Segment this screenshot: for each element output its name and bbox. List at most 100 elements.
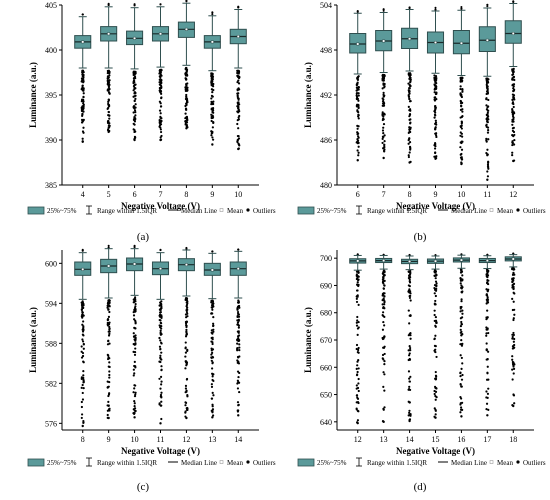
outlier-point	[460, 339, 463, 342]
outlier-point	[185, 127, 188, 130]
outlier-point	[382, 420, 385, 424]
outlier-point	[80, 356, 84, 359]
outlier-point	[106, 120, 110, 123]
y-tick-label: 660	[320, 363, 332, 372]
mean-marker	[511, 32, 515, 35]
outlier-point	[82, 89, 85, 92]
outlier-point	[133, 296, 137, 299]
outlier-point	[82, 370, 85, 373]
outlier-point	[355, 295, 359, 298]
outlier-point	[134, 117, 137, 120]
outlier-point	[185, 328, 188, 331]
outlier-point	[409, 294, 412, 297]
outlier-point	[106, 107, 109, 111]
legend-outliers-label: Outliers	[253, 207, 276, 215]
outlier-point	[434, 106, 437, 109]
box-group	[229, 5, 247, 151]
outlier-point	[237, 404, 240, 407]
outlier-point	[357, 377, 360, 381]
outlier-point	[486, 148, 489, 151]
box-group	[100, 2, 118, 134]
legend-outlier-icon	[516, 460, 520, 464]
outlier-point	[355, 384, 358, 387]
outlier-point	[107, 246, 110, 249]
outlier-point	[82, 387, 85, 390]
outlier-point	[383, 315, 386, 319]
y-axis-title: Luminance (a.u.)	[303, 307, 313, 373]
outlier-point	[434, 157, 437, 160]
outlier-point	[383, 295, 386, 298]
outlier-point	[382, 156, 385, 160]
outlier-point	[211, 308, 214, 311]
outlier-point	[460, 334, 463, 337]
outlier-point	[211, 11, 214, 14]
outlier-point	[211, 299, 214, 302]
outlier-point	[486, 371, 489, 374]
outlier-point	[459, 87, 462, 91]
outlier-point	[381, 353, 385, 357]
outlier-point	[212, 316, 215, 319]
outlier-point	[485, 402, 489, 405]
x-tick-label: 13	[380, 435, 388, 444]
iqr-box	[504, 20, 522, 44]
outlier-point	[486, 5, 489, 8]
outlier-point	[408, 87, 411, 90]
outlier-point	[485, 104, 488, 107]
legend-outliers-label: Outliers	[523, 459, 546, 467]
mean-marker	[184, 27, 188, 31]
outlier-point	[461, 312, 464, 315]
outlier-point	[81, 107, 84, 110]
box-group	[151, 248, 170, 425]
outlier-point	[159, 321, 162, 324]
outlier-point	[106, 413, 109, 417]
box-group	[452, 253, 470, 418]
outlier-point	[210, 340, 213, 343]
mean-marker	[107, 264, 111, 268]
outlier-point	[212, 111, 215, 114]
outlier-point	[434, 416, 437, 419]
outlier-point	[108, 103, 111, 107]
outlier-point	[236, 71, 239, 75]
outlier-point	[408, 296, 412, 300]
outlier-point	[357, 382, 360, 385]
outlier-point	[108, 373, 111, 377]
legend: 25%~75% Range within 1.5IQR Median Line Mea…	[27, 205, 276, 215]
outlier-point	[487, 109, 490, 112]
outlier-point	[461, 87, 464, 91]
legend-outlier-icon	[246, 460, 250, 464]
outlier-point	[381, 113, 384, 116]
outlier-point	[408, 409, 411, 412]
outlier-point	[435, 282, 438, 285]
outlier-point	[513, 362, 516, 366]
outlier-point	[382, 95, 385, 98]
outlier-point	[160, 105, 163, 108]
outlier-point	[435, 92, 438, 96]
outlier-point	[133, 402, 136, 405]
outlier-point	[134, 302, 137, 306]
outlier-point	[460, 286, 463, 289]
outlier-point	[80, 413, 84, 416]
outlier-point	[486, 170, 489, 173]
outlier-point	[356, 327, 360, 330]
outlier-point	[159, 395, 162, 398]
x-axis-title: Negative Voltage (V)	[121, 446, 200, 456]
outlier-point	[356, 159, 359, 162]
outlier-point	[158, 336, 161, 340]
outlier-point	[184, 72, 187, 75]
outlier-point	[382, 311, 385, 314]
outlier-point	[511, 283, 514, 286]
outlier-point	[461, 135, 464, 138]
outlier-point	[107, 356, 110, 359]
outlier-point	[383, 324, 386, 327]
outlier-point	[210, 331, 213, 334]
outlier-point	[408, 385, 411, 388]
outlier-point	[159, 89, 162, 92]
outlier-point	[408, 141, 412, 144]
outlier-point	[185, 320, 189, 323]
outlier-point	[434, 144, 437, 148]
outlier-point	[132, 408, 135, 411]
legend-outliers-label: Outliers	[523, 207, 546, 215]
outlier-point	[107, 91, 111, 94]
outlier-point	[434, 132, 437, 135]
outlier-point	[236, 342, 239, 345]
